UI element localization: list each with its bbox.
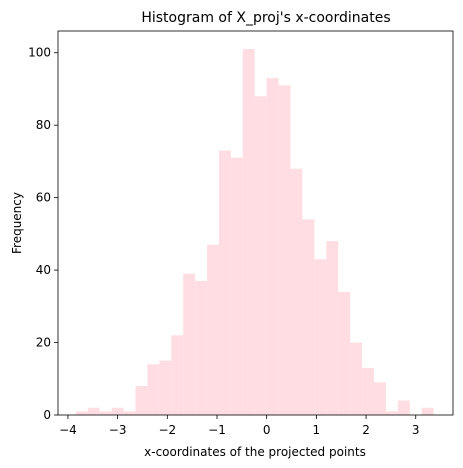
histogram-bar <box>147 364 160 415</box>
histogram-bar <box>374 382 386 415</box>
x-axis-ticks: −4 −3 −2 −1 0 1 2 3 <box>59 415 420 437</box>
histogram-bar <box>362 367 374 415</box>
y-tick-label: 20 <box>36 336 51 350</box>
histogram-bar <box>397 400 410 415</box>
x-axis-label: x-coordinates of the projected points <box>144 445 366 459</box>
bars-group <box>75 49 434 416</box>
x-tick-label: −3 <box>109 423 127 437</box>
histogram-bar <box>278 85 291 415</box>
histogram-bar <box>254 96 267 415</box>
histogram-bar <box>266 78 279 416</box>
histogram-bar <box>207 244 219 415</box>
histogram-bar <box>75 411 88 415</box>
histogram-bar <box>123 411 136 415</box>
histogram-bar <box>338 291 351 415</box>
histogram-bar <box>326 241 339 415</box>
x-tick-label: −1 <box>208 423 226 437</box>
histogram-bar <box>230 157 243 415</box>
histogram-bar <box>135 386 148 415</box>
x-tick-label: 2 <box>362 423 370 437</box>
histogram-bar <box>99 411 112 415</box>
y-axis-ticks: 0 20 40 60 80 100 <box>28 46 58 422</box>
x-tick-label: −4 <box>59 423 77 437</box>
y-axis-label: Frequency <box>10 192 24 254</box>
plot-frame <box>57 30 454 416</box>
y-tick-label: 0 <box>43 408 51 422</box>
histogram-bar <box>183 273 196 415</box>
histogram-bar <box>290 168 303 415</box>
histogram-bar <box>242 49 255 415</box>
y-tick-label: 40 <box>36 263 51 277</box>
histogram-bar <box>385 411 398 415</box>
histogram-bar <box>350 342 363 415</box>
histogram-bar <box>111 407 124 415</box>
histogram-bar <box>421 407 434 415</box>
x-tick-label: −2 <box>158 423 176 437</box>
chart-title: Histogram of X_proj's x-coordinates <box>141 10 390 26</box>
y-tick-label: 60 <box>36 191 51 205</box>
histogram-bar <box>218 150 231 415</box>
x-tick-label: 0 <box>263 423 271 437</box>
histogram-bar <box>87 407 100 415</box>
y-tick-label: 80 <box>36 118 51 132</box>
histogram-bar <box>314 259 327 415</box>
y-tick-label: 100 <box>28 46 51 60</box>
histogram-bar <box>171 335 184 415</box>
histogram-bar <box>195 280 208 415</box>
x-tick-label: 1 <box>313 423 321 437</box>
histogram-bar <box>302 219 315 415</box>
x-tick-label: 3 <box>412 423 420 437</box>
histogram-bar <box>159 360 172 415</box>
